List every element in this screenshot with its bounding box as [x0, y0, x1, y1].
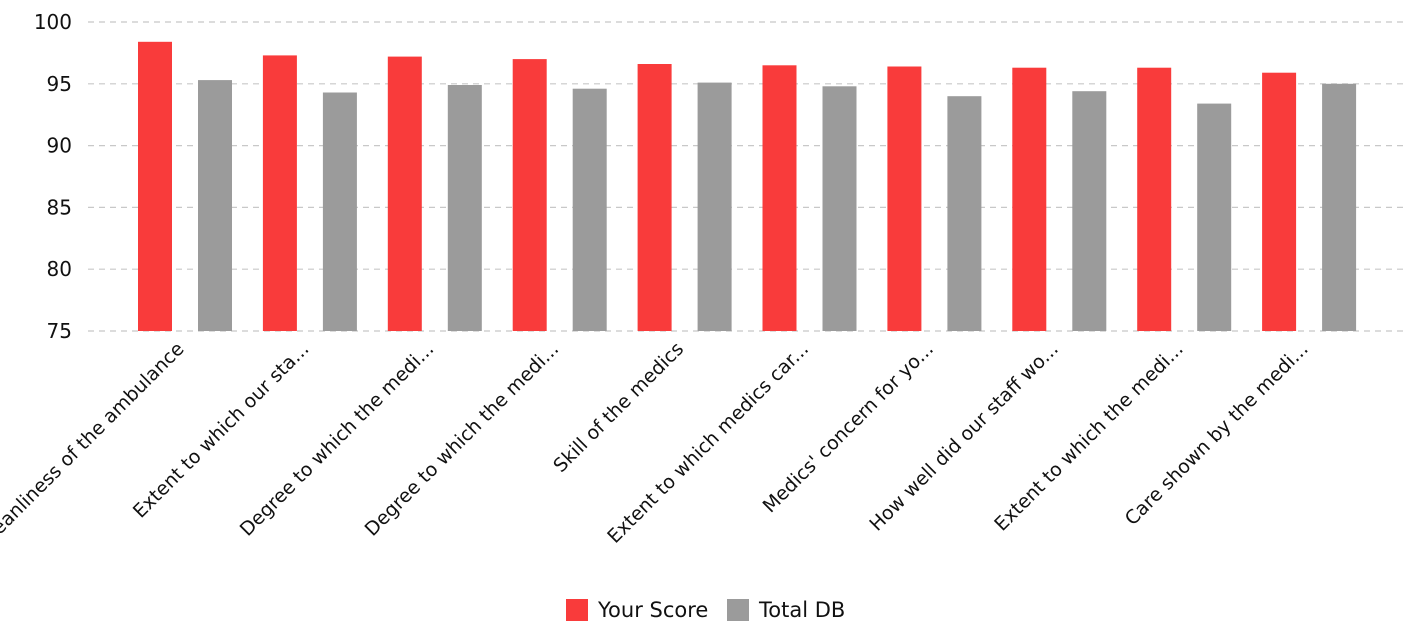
bar-total-db [198, 80, 232, 331]
bar-your-score [637, 64, 672, 331]
y-tick-label: 80 [47, 257, 72, 281]
legend-item: Total DB [727, 598, 845, 622]
bar-your-score [1262, 72, 1297, 331]
x-category-label: Degree to which the medi... [361, 338, 564, 541]
y-axis-tick-labels: 75 80 85 90 95 100 [34, 10, 72, 343]
bar-total-db [447, 85, 482, 331]
bar-total-db [572, 88, 607, 331]
y-tick-label: 95 [47, 72, 72, 96]
bar-your-score [138, 41, 172, 332]
bar-total-db [947, 96, 982, 331]
y-tick-label: 100 [34, 10, 72, 34]
legend-label: Total DB [758, 598, 845, 622]
x-category-label: Extent to which medics car... [603, 338, 813, 548]
bar-total-db [1072, 91, 1107, 331]
bar-total-db [322, 92, 357, 331]
bar-your-score [887, 66, 922, 331]
legend-item: Your Score [566, 598, 708, 622]
bar-your-score [262, 55, 297, 332]
legend-swatch [566, 599, 588, 621]
x-category-label: Skill of the medics [549, 338, 688, 477]
legend-label: Your Score [597, 598, 708, 622]
bar-your-score [1012, 67, 1047, 331]
bar-your-score [387, 56, 422, 331]
bars [138, 41, 1357, 332]
bar-total-db [1197, 103, 1232, 331]
bar-total-db [822, 86, 857, 331]
y-tick-label: 85 [47, 195, 72, 219]
bar-your-score [1137, 67, 1172, 331]
y-tick-label: 90 [47, 134, 72, 158]
x-axis-category-labels: Cleanliness of the ambulance Extent to wh… [0, 338, 1313, 552]
x-category-label: Cleanliness of the ambulance [0, 338, 189, 552]
bar-total-db [697, 82, 732, 331]
legend: Your Score Total DB [566, 598, 845, 622]
bar-your-score [762, 65, 797, 332]
legend-swatch [727, 599, 749, 621]
y-tick-label: 75 [47, 319, 72, 343]
bar-your-score [512, 59, 547, 331]
bar-total-db [1322, 83, 1357, 331]
x-category-label: Degree to which the medi... [236, 338, 439, 541]
